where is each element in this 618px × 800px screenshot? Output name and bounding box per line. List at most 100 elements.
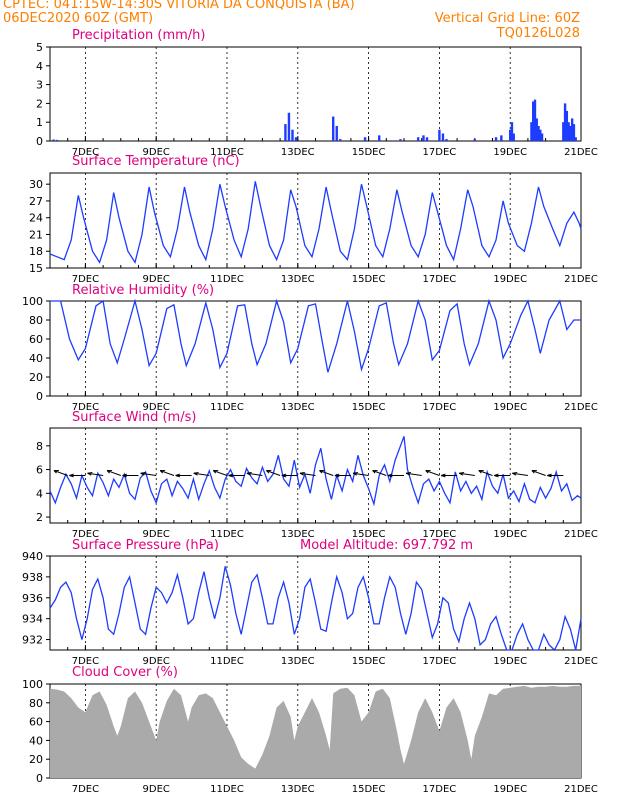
precip-bar xyxy=(339,139,342,141)
precip-bar xyxy=(533,99,537,141)
x-tick-label: 21DEC xyxy=(564,147,598,158)
wind-arrow-head xyxy=(228,475,234,478)
wind-arrow-head xyxy=(193,471,199,474)
wind-arrow-head xyxy=(159,470,164,474)
wind-arrow-head xyxy=(53,470,57,474)
y-tick-label: 6 xyxy=(36,464,43,477)
x-tick-label: 11DEC xyxy=(210,402,244,413)
x-tick-label: 13DEC xyxy=(281,274,315,285)
precip-bar xyxy=(539,129,542,141)
precip-bar xyxy=(494,137,498,141)
y-tick-label: 60 xyxy=(29,333,43,346)
wind-arrow xyxy=(140,472,157,476)
wind-arrow-head xyxy=(246,471,252,474)
x-tick-label: 9DEC xyxy=(143,529,170,540)
wind-arrow-head xyxy=(87,471,93,474)
precip-bar xyxy=(55,139,59,141)
wind-arrow-head xyxy=(512,471,518,474)
y-tick-label: 2 xyxy=(36,511,43,524)
y-tick-label: 2 xyxy=(36,97,43,110)
precip-bar xyxy=(284,124,287,141)
wind-arrow xyxy=(512,472,528,476)
x-tick-label: 11DEC xyxy=(210,147,244,158)
wind-arrow-head xyxy=(334,475,340,478)
wind-arrow-head xyxy=(140,472,145,476)
y-tick-label: 4 xyxy=(36,60,43,73)
precip-bar xyxy=(445,139,448,141)
x-tick-label: 21DEC xyxy=(564,529,598,540)
precip-bar xyxy=(473,139,476,141)
wind-arrow-head xyxy=(352,471,358,474)
x-tick-label: 9DEC xyxy=(143,656,170,667)
y-tick-label: 15 xyxy=(29,262,43,275)
wind-arrow-head xyxy=(478,470,482,474)
wind-arrow xyxy=(406,472,422,476)
precip-bar xyxy=(363,137,367,141)
wind-arrow-head xyxy=(531,470,535,474)
x-tick-label: 9DEC xyxy=(143,402,170,413)
wind-arrow-head xyxy=(459,471,465,474)
precip-bar xyxy=(399,139,402,141)
wind-arrow-head xyxy=(512,472,517,476)
x-tick-label: 19DEC xyxy=(493,147,527,158)
precip-bar xyxy=(52,139,55,141)
y-tick-label: 20 xyxy=(29,753,43,766)
y-tick-label: 60 xyxy=(29,716,43,729)
precip-bar xyxy=(535,118,538,141)
y-tick-label: 934 xyxy=(22,613,43,626)
x-tick-label: 9DEC xyxy=(143,274,170,285)
x-tick-label: 7DEC xyxy=(72,274,99,285)
precip-bar xyxy=(532,101,535,141)
wind-arrow-head xyxy=(122,475,128,478)
model-altitude: Model Altitude: 697.792 m xyxy=(300,538,474,553)
wind-arrow-head xyxy=(372,470,376,474)
y-tick-label: 0 xyxy=(36,772,43,785)
x-tick-label: 7DEC xyxy=(72,529,99,540)
y-tick-label: 40 xyxy=(29,734,43,747)
y-tick-label: 20 xyxy=(29,371,43,384)
x-tick-label: 13DEC xyxy=(281,529,315,540)
precip-bar xyxy=(569,125,572,141)
wind-arrow xyxy=(531,470,546,476)
humidity-title: Relative Humidity (%) xyxy=(72,283,215,298)
x-tick-label: 17DEC xyxy=(423,147,457,158)
wind-arrow xyxy=(160,470,175,476)
y-tick-label: 30 xyxy=(29,178,43,191)
x-tick-label: 17DEC xyxy=(423,402,457,413)
y-tick-label: 5 xyxy=(36,41,43,54)
model-code: TQ0126L028 xyxy=(496,26,580,41)
y-tick-label: 27 xyxy=(29,195,43,208)
series-line-3 xyxy=(49,436,582,507)
wind-arrow-head xyxy=(266,470,270,474)
y-tick-label: 80 xyxy=(29,314,43,327)
precip-bar xyxy=(540,133,544,141)
y-tick-label: 100 xyxy=(22,678,43,691)
x-tick-label: 15DEC xyxy=(352,274,386,285)
precip-bar xyxy=(425,137,429,141)
wind-arrow xyxy=(106,470,121,476)
wind-arrow-head xyxy=(87,472,92,476)
x-tick-label: 19DEC xyxy=(493,784,527,795)
y-tick-label: 100 xyxy=(22,295,43,308)
precip-bar xyxy=(287,112,291,141)
x-tick-label: 13DEC xyxy=(281,784,315,795)
precip-bar xyxy=(512,133,515,141)
wind-arrow-head xyxy=(106,470,110,474)
y-tick-label: 940 xyxy=(22,550,43,563)
x-tick-label: 7DEC xyxy=(72,147,99,158)
plot-frame-0 xyxy=(49,46,582,142)
series-line-2 xyxy=(50,298,581,373)
wind-arrow-head xyxy=(387,475,393,478)
run-date: 06DEC2020 60Z (GMT) xyxy=(3,11,154,26)
x-tick-label: 19DEC xyxy=(493,274,527,285)
x-tick-label: 7DEC xyxy=(72,656,99,667)
wind-arrow xyxy=(319,470,334,476)
y-tick-label: 18 xyxy=(29,245,43,258)
x-tick-label: 19DEC xyxy=(493,402,527,413)
wind-arrow-head xyxy=(459,472,464,476)
x-tick-label: 7DEC xyxy=(72,402,99,413)
wind-arrow-head xyxy=(406,471,412,474)
wind-title: Surface Wind (m/s) xyxy=(72,410,197,425)
precip-bar xyxy=(510,122,514,141)
